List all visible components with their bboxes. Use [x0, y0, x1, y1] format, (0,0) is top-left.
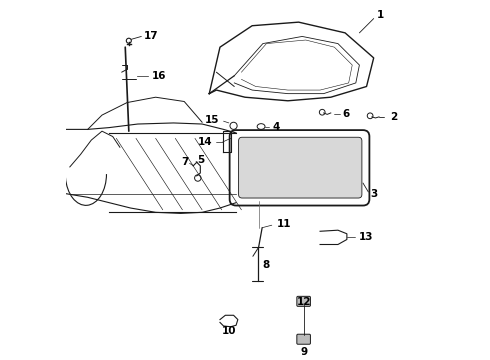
Text: 12: 12: [296, 297, 311, 307]
Text: 2: 2: [390, 112, 397, 122]
Text: 14: 14: [197, 137, 212, 147]
Text: 10: 10: [221, 327, 236, 336]
FancyBboxPatch shape: [297, 334, 311, 344]
Text: 4: 4: [273, 122, 280, 131]
Text: 11: 11: [276, 220, 291, 229]
Text: 7: 7: [181, 157, 189, 167]
Text: 8: 8: [262, 260, 270, 270]
Text: 13: 13: [359, 231, 373, 242]
Text: 3: 3: [370, 189, 377, 199]
Text: 5: 5: [196, 156, 204, 166]
FancyBboxPatch shape: [239, 137, 362, 198]
Text: 6: 6: [343, 109, 350, 119]
Text: 9: 9: [300, 347, 307, 357]
Text: 16: 16: [152, 71, 167, 81]
Text: 15: 15: [205, 115, 219, 125]
Text: 1: 1: [377, 10, 385, 20]
Text: 17: 17: [144, 31, 159, 41]
FancyBboxPatch shape: [297, 296, 311, 306]
